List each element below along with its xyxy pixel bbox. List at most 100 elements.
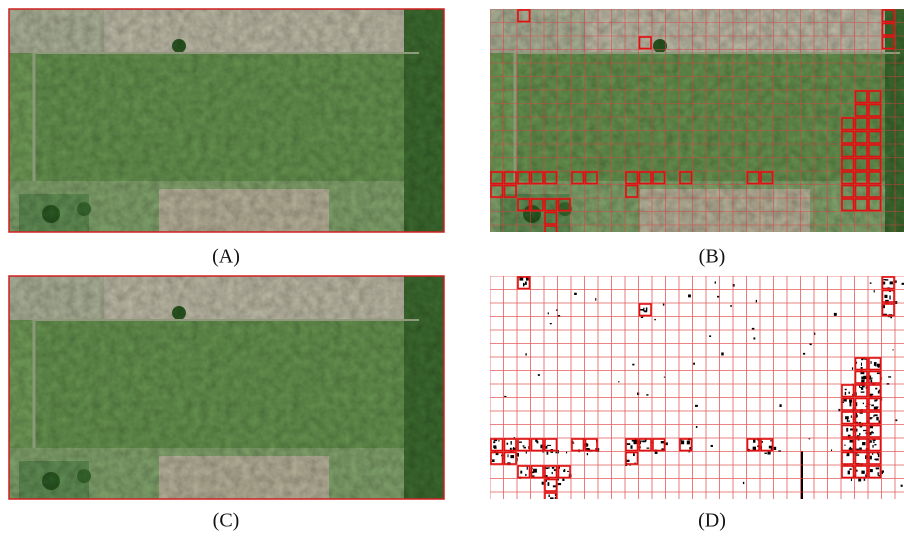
speck bbox=[743, 482, 744, 484]
panel-b bbox=[490, 9, 904, 238]
speck bbox=[663, 304, 665, 306]
speck bbox=[870, 440, 872, 442]
panel-label: (B) bbox=[699, 246, 726, 268]
speck bbox=[693, 363, 695, 365]
speck bbox=[567, 471, 569, 472]
speck bbox=[519, 441, 522, 442]
speck bbox=[523, 445, 525, 446]
speck bbox=[548, 482, 550, 486]
speck bbox=[872, 453, 873, 455]
panel-d-image bbox=[490, 276, 904, 505]
speck bbox=[845, 392, 846, 395]
speck bbox=[721, 352, 723, 355]
speck bbox=[498, 440, 499, 442]
speck bbox=[687, 441, 690, 445]
speck bbox=[876, 417, 878, 421]
speck bbox=[870, 282, 872, 283]
speck bbox=[627, 443, 630, 445]
speck bbox=[874, 444, 876, 445]
speck bbox=[885, 279, 888, 280]
speck bbox=[504, 396, 506, 397]
speck bbox=[507, 454, 508, 457]
speck bbox=[861, 376, 865, 379]
speck bbox=[547, 445, 551, 446]
speck bbox=[587, 453, 588, 455]
speck bbox=[856, 454, 859, 455]
panel-c bbox=[9, 276, 444, 499]
speck bbox=[640, 441, 642, 442]
speck bbox=[847, 453, 850, 456]
speck bbox=[872, 445, 873, 448]
speck bbox=[878, 472, 879, 475]
speck bbox=[870, 456, 872, 460]
speck bbox=[849, 399, 852, 402]
speck bbox=[848, 471, 850, 475]
speck bbox=[876, 467, 880, 469]
speck bbox=[493, 441, 495, 443]
speck bbox=[548, 312, 549, 314]
speck bbox=[871, 378, 873, 379]
speck bbox=[850, 403, 852, 407]
speck bbox=[526, 278, 529, 280]
speck bbox=[893, 349, 894, 350]
speck bbox=[643, 308, 644, 312]
speck bbox=[863, 430, 867, 431]
speck bbox=[709, 335, 711, 337]
speck bbox=[715, 281, 716, 283]
panel-d bbox=[490, 276, 904, 505]
panel-b-image bbox=[490, 9, 904, 238]
speck bbox=[523, 447, 526, 449]
speck bbox=[520, 471, 522, 474]
speck bbox=[492, 460, 493, 461]
panel-label: (A) bbox=[212, 246, 240, 268]
speck bbox=[552, 467, 554, 469]
speck bbox=[552, 472, 553, 474]
speck bbox=[873, 441, 875, 442]
speck bbox=[875, 363, 876, 367]
speck bbox=[779, 404, 781, 407]
speck bbox=[869, 417, 872, 418]
speck bbox=[888, 376, 891, 377]
speck bbox=[889, 295, 890, 299]
speck bbox=[525, 353, 526, 355]
speck bbox=[630, 445, 632, 448]
speck bbox=[548, 495, 549, 497]
speck bbox=[618, 381, 619, 382]
speck bbox=[890, 281, 893, 284]
speck bbox=[595, 298, 596, 301]
speck bbox=[844, 445, 845, 446]
speck bbox=[695, 405, 698, 407]
panel-a bbox=[9, 9, 444, 232]
speck bbox=[511, 441, 512, 445]
speck bbox=[874, 400, 876, 402]
speck bbox=[507, 443, 509, 445]
speck bbox=[633, 453, 635, 456]
speck bbox=[877, 373, 880, 375]
speck bbox=[874, 414, 877, 416]
speck bbox=[696, 426, 698, 428]
speck bbox=[730, 305, 732, 307]
speck bbox=[875, 458, 878, 460]
panel-label: (C) bbox=[213, 510, 240, 532]
speck bbox=[870, 469, 873, 472]
speck bbox=[574, 293, 577, 295]
speck bbox=[550, 323, 552, 324]
figure: (A) (B) (C) (D) bbox=[0, 0, 904, 540]
speck bbox=[632, 440, 636, 442]
speck bbox=[647, 448, 650, 449]
speck bbox=[870, 379, 872, 382]
speck bbox=[646, 307, 647, 310]
speck bbox=[873, 415, 874, 417]
speck bbox=[871, 361, 872, 364]
speck bbox=[717, 296, 719, 298]
speck bbox=[550, 497, 553, 501]
speck bbox=[563, 470, 564, 472]
speck bbox=[654, 319, 656, 320]
speck bbox=[863, 403, 864, 404]
panel-label: (D) bbox=[698, 510, 726, 532]
speck bbox=[852, 367, 853, 369]
speck bbox=[871, 431, 872, 433]
speck bbox=[525, 282, 527, 285]
speck bbox=[895, 419, 897, 421]
speck bbox=[688, 294, 691, 297]
